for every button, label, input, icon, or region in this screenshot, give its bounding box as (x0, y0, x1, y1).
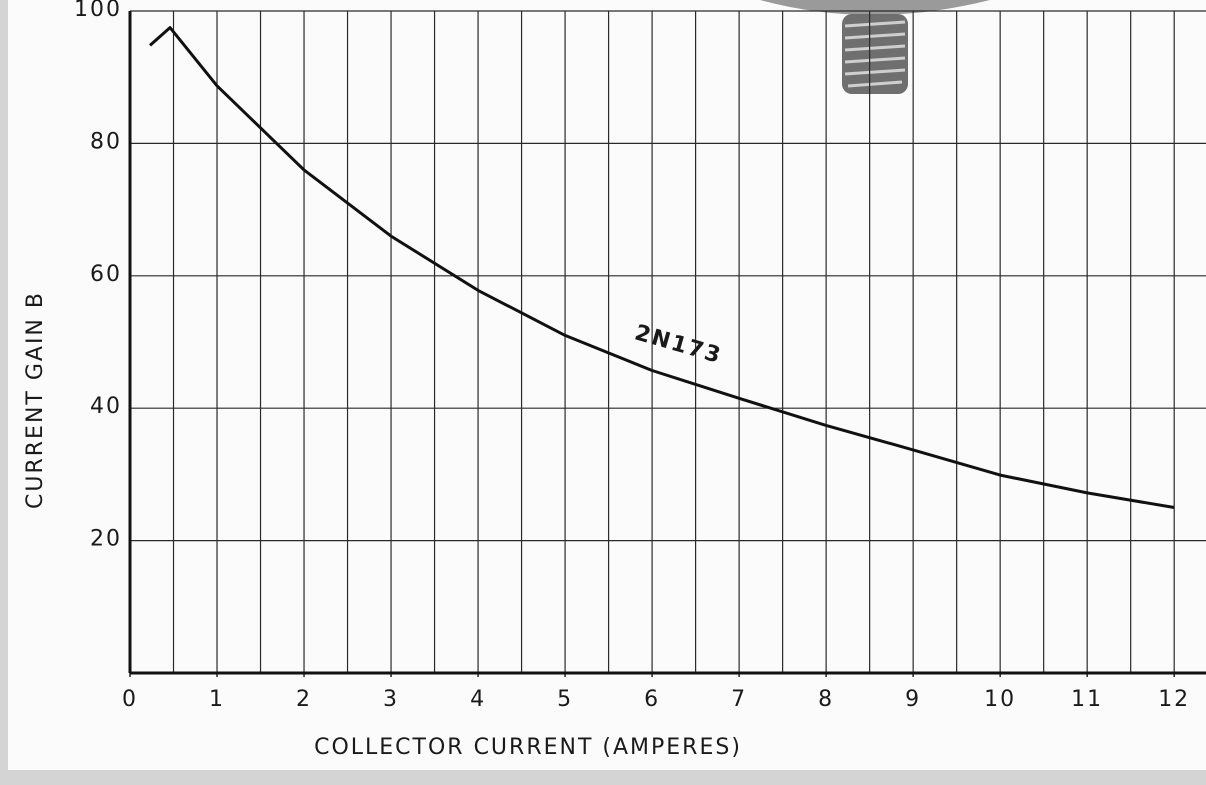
x-tick-label: 11 (1071, 687, 1103, 712)
x-tick-label: 2 (296, 687, 312, 712)
x-tick-label: 10 (984, 687, 1016, 712)
y-tick-label: 100 (74, 0, 122, 22)
y-axis-label: CURRENT GAIN B (23, 291, 48, 509)
x-tick-label: 7 (731, 687, 747, 712)
x-tick-label: 1 (209, 687, 225, 712)
y-tick-label: 20 (90, 527, 122, 552)
x-tick-label: 0 (122, 687, 138, 712)
data-line (149, 26, 1175, 509)
x-tick-label: 8 (818, 687, 834, 712)
background (8, 0, 1206, 770)
x-tick-label: 6 (644, 687, 660, 712)
x-tick-label: 3 (383, 687, 399, 712)
x-tick-label: 12 (1158, 687, 1190, 712)
y-tick-label: 40 (90, 394, 122, 419)
y-tick-label: 80 (90, 129, 122, 154)
x-axis-label: COLLECTOR CURRENT (AMPERES) (314, 735, 742, 760)
y-tick-label: 60 (90, 262, 122, 287)
x-tick-label: 4 (470, 687, 486, 712)
x-tick-label: 9 (905, 687, 921, 712)
x-tick-label: 5 (557, 687, 573, 712)
